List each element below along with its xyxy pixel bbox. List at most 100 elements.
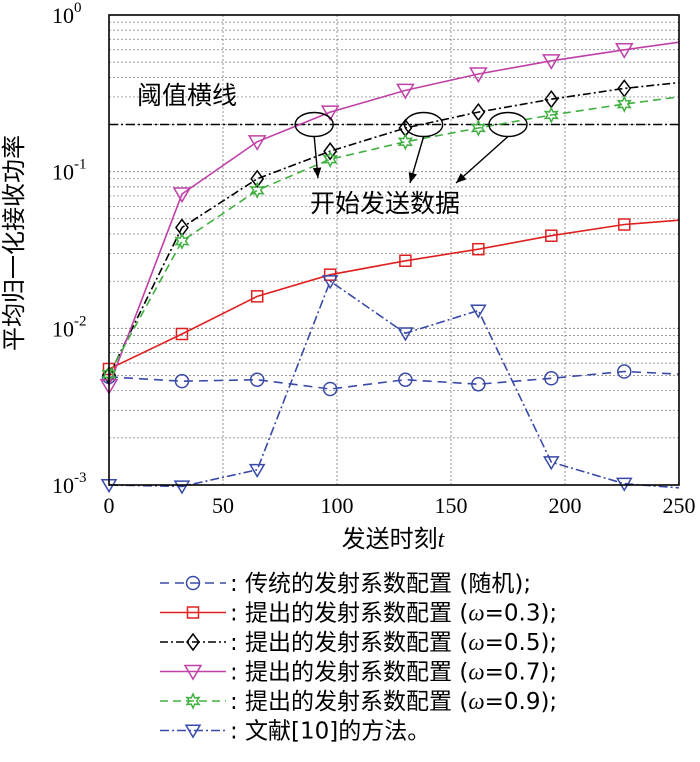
- x-tick-labels: 0 50 100 150 200 250: [104, 493, 696, 518]
- x-axis-title-text: 发送时刻: [342, 526, 438, 553]
- marker-circle: [322, 381, 338, 397]
- legend-item-2: : 提出的发射系数配置 (ω=0.3);: [160, 601, 557, 627]
- x-tick-label: 100: [321, 493, 354, 518]
- legend-label: : 传统的发射系数配置 (随机);: [230, 571, 531, 597]
- marker-triangle: [614, 43, 634, 59]
- marker-triangle: [247, 135, 267, 151]
- legend-item-1: : 传统的发射系数配置 (随机);: [160, 571, 531, 597]
- annotation-arrowhead: [312, 167, 322, 178]
- legend-item-5: : 提出的发射系数配置 (ω=0.9);: [160, 689, 557, 715]
- marker-square: [323, 268, 337, 281]
- marker-diamond: [250, 169, 265, 189]
- y-tick-base: 10: [52, 160, 74, 185]
- marker-triangle: [543, 456, 560, 471]
- y-tick-label: 10-1: [52, 157, 87, 185]
- legend-label: : 提出的发射系数配置 (ω=0.3);: [230, 601, 557, 627]
- y-tick-base: 10: [52, 3, 74, 28]
- marker-diamond: [186, 632, 200, 652]
- marker-star: [470, 119, 486, 137]
- y-tick-label: 100: [52, 0, 82, 28]
- marker-circle: [544, 371, 559, 386]
- marker-triangle: [396, 83, 415, 100]
- marker-circle: [398, 372, 413, 387]
- series-4: [99, 41, 680, 395]
- y-tick-exponent: -2: [74, 313, 87, 329]
- marker-triangle: [320, 105, 340, 122]
- x-tick-label: 200: [549, 493, 582, 518]
- legend-label-suffix: =0.3);: [485, 601, 558, 627]
- marker-triangle: [173, 480, 191, 495]
- series-line: [108, 279, 680, 489]
- marker-circle: [471, 376, 486, 392]
- annotation-arrowhead: [456, 173, 467, 183]
- legend-label-suffix: =0.7);: [485, 660, 558, 686]
- series-line: [108, 219, 680, 370]
- legend-label: : 文献[10]的方法。: [230, 719, 430, 745]
- x-tick-label: 0: [104, 493, 115, 518]
- x-axis-title: 发送时刻t: [342, 526, 446, 553]
- legend-label: : 提出的发射系数配置 (ω=0.9);: [230, 689, 557, 715]
- series-line: [108, 370, 680, 390]
- legend-label-omega: ω: [468, 601, 484, 626]
- legend-label-prefix: : 传统的发射系数配置 (随机);: [230, 571, 531, 597]
- marker-triangle: [184, 724, 202, 739]
- marker-star: [174, 232, 190, 250]
- threshold-label: 阈值横线: [137, 81, 237, 110]
- y-tick-base: 10: [52, 473, 74, 498]
- legend-label-prefix: : 提出的发射系数配置 (: [230, 630, 468, 656]
- marker-square: [472, 242, 485, 256]
- marker-star: [397, 133, 414, 151]
- legend-label-prefix: : 文献[10]的方法。: [230, 719, 430, 745]
- marker-triangle: [542, 54, 561, 70]
- series-line: [108, 41, 680, 387]
- marker-square: [545, 229, 558, 242]
- marker-star: [185, 692, 201, 710]
- legend-label-omega: ω: [468, 689, 484, 714]
- y-axis-title: 平均归一化接收功率: [1, 135, 28, 351]
- marker-star: [249, 181, 265, 200]
- marker-circle: [617, 364, 632, 379]
- plot-frame: [108, 14, 680, 486]
- marker-triangle: [183, 664, 203, 681]
- marker-circle: [174, 373, 190, 389]
- legend-label: : 提出的发射系数配置 (ω=0.7);: [230, 660, 557, 686]
- marker-star: [322, 150, 338, 169]
- marker-square: [618, 218, 631, 231]
- x-tick-label: 150: [435, 493, 468, 518]
- marker-triangle: [397, 327, 414, 342]
- marker-triangle: [248, 463, 266, 478]
- y-tick-exponent: -1: [74, 157, 87, 173]
- legend-label-omega: ω: [468, 630, 484, 655]
- annotation-arrow: [455, 135, 509, 184]
- series-line: [108, 96, 680, 375]
- series-5: [101, 95, 680, 383]
- y-tick-exponent: 0: [74, 0, 82, 16]
- marker-square: [186, 606, 200, 619]
- x-axis-title-var: t: [438, 527, 446, 553]
- legend-label-prefix: : 提出的发射系数配置 (: [230, 660, 468, 686]
- marker-triangle: [172, 187, 192, 204]
- annotation-label: 开始发送数据: [310, 189, 460, 218]
- y-tick-base: 10: [52, 316, 74, 341]
- y-tick-label: 10-3: [52, 470, 87, 498]
- x-tick-label: 250: [663, 493, 696, 518]
- marker-triangle: [470, 304, 487, 319]
- legend-item-3: : 提出的发射系数配置 (ω=0.5);: [160, 630, 557, 656]
- legend-label-omega: ω: [468, 660, 484, 685]
- legend-item-6: : 文献[10]的方法。: [160, 719, 430, 745]
- legend-label-prefix: : 提出的发射系数配置 (: [230, 601, 468, 627]
- marker-square: [399, 254, 412, 268]
- marker-triangle: [321, 275, 339, 290]
- series-6: [100, 275, 680, 495]
- marker-diamond: [323, 141, 338, 161]
- legend-label: : 提出的发射系数配置 (ω=0.5);: [230, 630, 557, 656]
- annotation-arrowhead: [408, 172, 417, 183]
- marker-circle: [185, 575, 201, 591]
- legend-label-suffix: =0.5);: [485, 630, 558, 656]
- marker-triangle: [469, 67, 488, 84]
- series-3: [102, 79, 680, 385]
- marker-star: [616, 95, 632, 113]
- y-tick-exponent: -3: [74, 470, 87, 486]
